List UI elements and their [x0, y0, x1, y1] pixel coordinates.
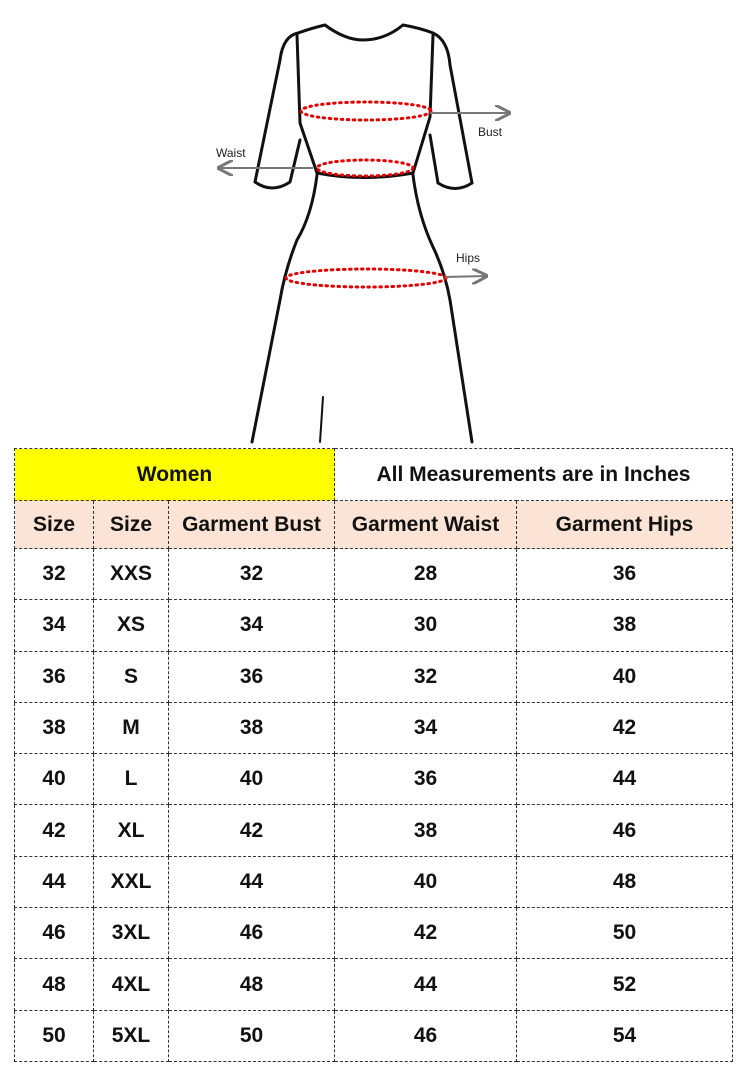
dress-outline [250, 23, 474, 444]
column-header-garment-bust: Garment Bust [168, 500, 335, 549]
cell-garment-hips: 40 [516, 650, 733, 703]
bust-measure-line [299, 100, 433, 122]
hips-arrow-icon [444, 276, 486, 277]
cell-size-number: 34 [14, 599, 94, 652]
column-header-size-letter: Size [93, 500, 169, 549]
cell-garment-bust: 44 [168, 855, 335, 909]
cell-garment-bust: 50 [168, 1009, 335, 1062]
cell-garment-bust: 42 [168, 804, 335, 857]
cell-garment-waist: 42 [334, 907, 517, 960]
table-row: 44 XXL 44 40 48 [14, 855, 733, 909]
cell-garment-hips: 50 [516, 907, 733, 960]
cell-size-number: 44 [14, 855, 94, 909]
column-header-garment-hips: Garment Hips [516, 500, 733, 549]
cell-size-letter: XL [93, 804, 169, 857]
cell-garment-bust: 34 [168, 599, 335, 652]
women-title: Women [14, 448, 335, 501]
cell-garment-waist: 32 [334, 650, 517, 703]
cell-garment-bust: 48 [168, 958, 335, 1011]
cell-garment-bust: 40 [168, 753, 335, 806]
cell-size-letter: 5XL [93, 1009, 169, 1062]
column-header-size-number: Size [14, 500, 94, 549]
cell-size-number: 48 [14, 958, 94, 1011]
table-row: 36 S 36 32 40 [14, 650, 733, 703]
hips-label: Hips [456, 251, 480, 265]
cell-garment-bust: 46 [168, 907, 335, 960]
cell-size-number: 40 [14, 753, 94, 806]
cell-size-number: 42 [14, 804, 94, 857]
units-note: All Measurements are in Inches [334, 448, 733, 501]
cell-garment-hips: 54 [516, 1009, 733, 1062]
table-title-row: Women All Measurements are in Inches [14, 448, 733, 501]
table-row: 50 5XL 50 46 54 [14, 1009, 733, 1062]
table-row: 34 XS 34 30 38 [14, 599, 733, 652]
cell-garment-bust: 38 [168, 701, 335, 755]
measure-ellipses [284, 100, 448, 289]
table-row: 40 L 40 36 44 [14, 753, 733, 806]
dress-measurement-diagram: Bust Waist Hips [216, 23, 746, 444]
cell-garment-waist: 40 [334, 855, 517, 909]
cell-size-number: 32 [14, 547, 94, 601]
cell-garment-hips: 42 [516, 701, 733, 755]
waist-label: Waist [216, 146, 246, 160]
cell-size-letter: S [93, 650, 169, 703]
column-header-row: Size Size Garment Bust Garment Waist Garment… [14, 500, 733, 549]
table-row: 38 M 38 34 42 [14, 701, 733, 755]
cell-size-letter: L [93, 753, 169, 806]
cell-garment-bust: 36 [168, 650, 335, 703]
cell-size-letter: 4XL [93, 958, 169, 1011]
column-header-garment-waist: Garment Waist [334, 500, 517, 549]
cell-size-number: 36 [14, 650, 94, 703]
cell-garment-waist: 46 [334, 1009, 517, 1062]
hips-measure-line [284, 267, 448, 289]
cell-garment-bust: 32 [168, 547, 335, 601]
cell-garment-waist: 44 [334, 958, 517, 1011]
waist-measure-line [315, 158, 415, 178]
cell-garment-waist: 34 [334, 701, 517, 755]
table-row: 42 XL 42 38 46 [14, 804, 733, 857]
cell-garment-hips: 46 [516, 804, 733, 857]
cell-garment-waist: 30 [334, 599, 517, 652]
size-chart-table: Women All Measurements are in Inches Siz… [14, 448, 733, 1062]
table-row: 46 3XL 46 42 50 [14, 907, 733, 960]
cell-size-number: 50 [14, 1009, 94, 1062]
cell-size-letter: XS [93, 599, 169, 652]
cell-size-letter: M [93, 701, 169, 755]
cell-garment-waist: 28 [334, 547, 517, 601]
cell-garment-waist: 36 [334, 753, 517, 806]
bust-label: Bust [478, 125, 503, 139]
cell-garment-hips: 52 [516, 958, 733, 1011]
table-row: 48 4XL 48 44 52 [14, 958, 733, 1011]
cell-size-number: 46 [14, 907, 94, 960]
cell-garment-waist: 38 [334, 804, 517, 857]
cell-garment-hips: 48 [516, 855, 733, 909]
table-row: 32 XXS 32 28 36 [14, 547, 733, 601]
cell-size-letter: XXS [93, 547, 169, 601]
cell-garment-hips: 36 [516, 547, 733, 601]
cell-size-letter: XXL [93, 855, 169, 909]
cell-size-letter: 3XL [93, 907, 169, 960]
cell-size-number: 38 [14, 701, 94, 755]
cell-garment-hips: 38 [516, 599, 733, 652]
cell-garment-hips: 44 [516, 753, 733, 806]
